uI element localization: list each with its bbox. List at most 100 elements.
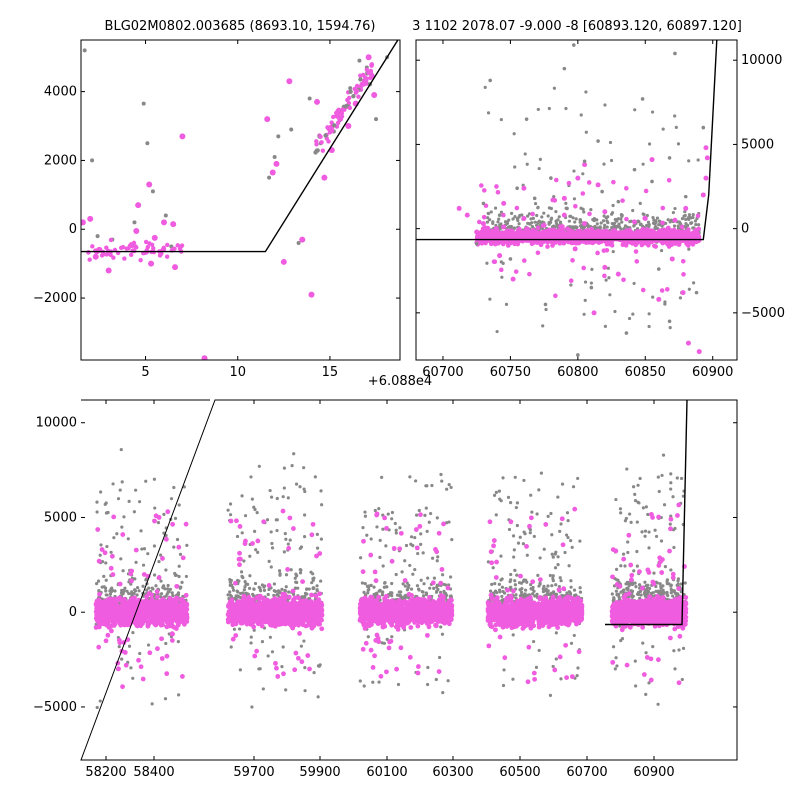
topright-point-pink [664, 287, 670, 292]
topright-point-pink [648, 239, 654, 245]
bottom-point-gray [232, 627, 237, 631]
bottom-point-pink [154, 589, 160, 594]
bottom-point-pink [93, 602, 99, 608]
bottom-point-gray [312, 671, 316, 675]
topright-point-gray [488, 78, 492, 83]
topright-point-pink [503, 230, 508, 236]
bottom-point-gray [302, 466, 306, 470]
bottom-point-gray [95, 510, 99, 514]
topright-point-gray [668, 220, 672, 224]
bottom-point-gray [171, 594, 175, 598]
bottom-point-gray [238, 668, 242, 672]
topright-point-pink [659, 288, 665, 293]
topleft-point-pink [365, 54, 372, 61]
topleft-point-cluster [339, 114, 345, 119]
topright-point-gray [499, 117, 503, 122]
topleft-title: BLG02M0802.003685 (8693.10, 1594.76) [105, 19, 376, 34]
topright-point-gray [616, 217, 620, 221]
bottom-point-gray [253, 507, 257, 512]
topright-point-gray [489, 210, 493, 214]
bottom-point-gray [178, 552, 183, 556]
bottom-point-pink [164, 624, 170, 630]
topleft-point-cluster [362, 75, 368, 80]
bottom-point-gray [229, 580, 233, 584]
bottom-point-pink [94, 606, 100, 611]
topright-point-gray [610, 225, 614, 230]
topright-point-gray [572, 43, 576, 47]
bottom-point-pink [116, 666, 121, 672]
topright-point-pink [568, 278, 574, 284]
bottom-point-gray [173, 516, 178, 520]
topleft-point-cluster [356, 94, 361, 99]
topleft-point-gray [267, 175, 272, 180]
bottom-point-gray [161, 586, 165, 590]
bottom-point-gray [319, 537, 324, 541]
bottom-point-gray [129, 666, 133, 670]
topright-point-gray [584, 130, 588, 134]
topleft-point-cluster [346, 95, 352, 101]
bottom-point-gray [249, 641, 253, 645]
topright-point-pink [540, 232, 545, 238]
topleft-point-pink [175, 243, 180, 248]
topright-point-gray [529, 217, 533, 221]
topright-point-pink [580, 191, 586, 196]
topright-point-gray [549, 220, 553, 224]
bottom-point-gray [299, 568, 303, 572]
bottom-point-gray [168, 587, 172, 591]
topleft-point-pink [87, 215, 94, 222]
topright-point-pink [483, 203, 489, 209]
topleft-point-pink [148, 260, 155, 267]
topleft-axes-frame [80, 39, 401, 361]
bottom-point-pink [173, 626, 179, 631]
topright-point-pink [589, 229, 595, 235]
topleft-point-cluster [347, 105, 353, 111]
topright-point-gray [601, 219, 606, 223]
topright-point-gray [582, 159, 587, 164]
bottom-point-gray [228, 513, 233, 517]
topleft-point-pink [165, 242, 170, 248]
bottom-point-gray [248, 574, 252, 578]
bottom-point-gray [313, 475, 317, 479]
topright-point-gray [680, 216, 685, 221]
bottom-point-gray [319, 579, 323, 583]
topright-point-pink [557, 241, 563, 246]
topleft-point-cluster [339, 111, 345, 116]
topright-point-gray [603, 103, 607, 107]
topright-point-gray [661, 127, 665, 131]
topright-point-gray [647, 142, 652, 146]
topright-point-pink [572, 246, 578, 252]
topright-point-gray [631, 312, 635, 316]
bottom-point-pink [164, 671, 170, 677]
bottom-point-gray [146, 643, 151, 647]
topright-point-gray [652, 218, 656, 222]
bottom-point-gray [113, 589, 117, 593]
topright-point-pink [587, 211, 592, 217]
bottom-point-pink [99, 547, 105, 552]
bottom-xtick-label: 60700 [566, 765, 607, 780]
topright-point-gray [615, 224, 619, 229]
topleft-point-gray [307, 96, 312, 101]
bottom-point-gray [104, 589, 108, 593]
bottom-point-gray [150, 702, 154, 706]
bottom-point-pink [179, 598, 185, 604]
bottom-point-pink [95, 617, 101, 623]
topright-point-gray [557, 215, 561, 219]
bottom-point-gray [165, 592, 169, 596]
topleft-point-pink [146, 181, 153, 188]
bottom-point-pink [112, 611, 117, 617]
bottom-point-gray [303, 489, 307, 494]
bottom-point-gray [96, 579, 101, 583]
bottom-xtick-label: 60300 [432, 765, 473, 780]
bottom-point-gray [282, 550, 286, 554]
topright-point-gray [543, 302, 548, 307]
topleft-point-gray [145, 141, 150, 146]
bottom-point-pink [174, 583, 180, 589]
bottom-point-gray [134, 560, 138, 564]
topright-point-pink [581, 230, 587, 235]
topright-point-gray [512, 132, 516, 136]
bottom-marks [93, 400, 689, 710]
bottom-point-gray [95, 705, 99, 710]
bottom-point-gray [270, 541, 274, 546]
bottom-point-gray [165, 587, 170, 591]
topright-point-gray [508, 257, 513, 261]
